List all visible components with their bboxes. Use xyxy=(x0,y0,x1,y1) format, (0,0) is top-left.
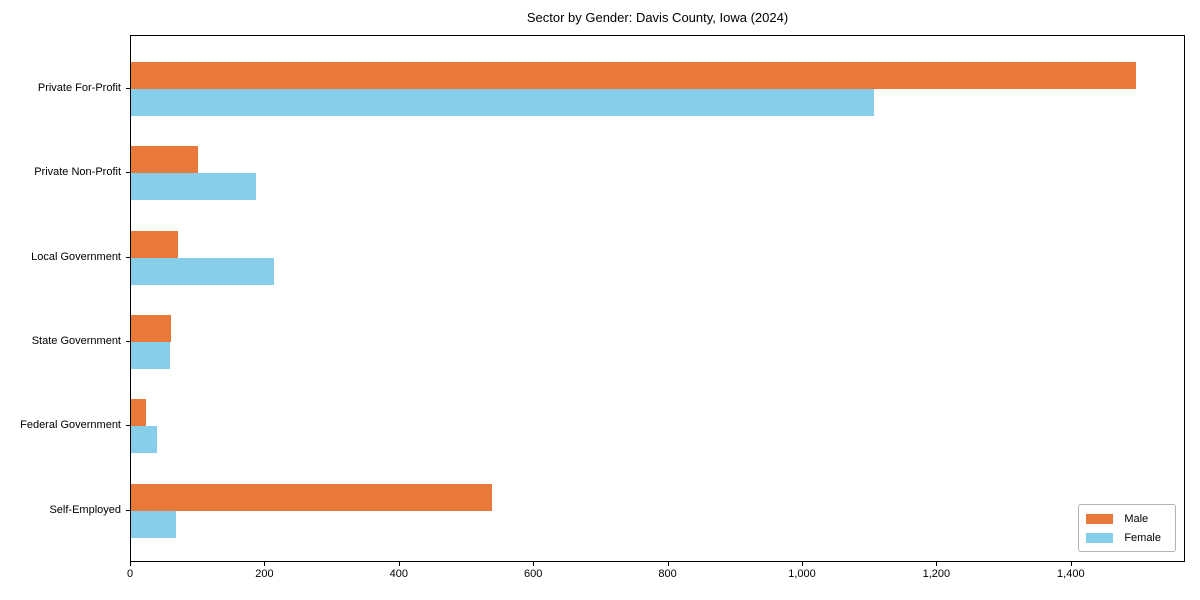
bar-female-self-employed xyxy=(131,510,176,538)
bar-female-local-government xyxy=(131,257,275,285)
bar-male-state-government xyxy=(131,314,172,342)
bar-male-self-employed xyxy=(131,483,492,511)
y-axis-label-private-non-profit: Private Non-Profit xyxy=(34,166,121,179)
x-tick-label: 600 xyxy=(524,568,543,580)
x-tick-mark xyxy=(667,562,669,566)
legend-swatch-male xyxy=(1086,513,1114,524)
y-tick-mark xyxy=(126,425,130,427)
x-tick-mark xyxy=(1070,562,1072,566)
x-tick-label: 200 xyxy=(255,568,274,580)
x-tick-label: 0 xyxy=(126,568,134,580)
legend-label-male: Male xyxy=(1124,512,1149,525)
y-axis-label-self-employed: Self-Employed xyxy=(49,503,121,516)
plot-area: Male Female xyxy=(130,35,1185,562)
y-tick-mark xyxy=(126,172,130,174)
x-tick-mark xyxy=(398,562,400,566)
bar-male-federal-government xyxy=(131,399,146,427)
y-tick-mark xyxy=(126,509,130,511)
legend: Male Female xyxy=(1078,504,1176,552)
bar-female-private-for-profit xyxy=(131,89,874,116)
x-tick-label: 1,400 xyxy=(1057,568,1085,580)
y-axis-label-private-for-profit: Private For-Profit xyxy=(37,82,121,94)
bar-female-private-non-profit xyxy=(131,173,256,201)
y-axis-label-federal-government: Federal Government xyxy=(20,419,121,432)
x-tick-mark xyxy=(130,562,131,566)
bar-male-local-government xyxy=(131,230,178,258)
y-axis-label-local-government: Local Government xyxy=(31,250,121,263)
bar-male-private-for-profit xyxy=(131,62,1136,89)
chart-title: Sector by Gender: Davis County, Iowa (20… xyxy=(526,10,789,25)
x-tick-mark xyxy=(533,562,535,566)
legend-entry-male: Male xyxy=(1086,509,1161,528)
x-tick-mark xyxy=(936,562,938,566)
y-tick-mark xyxy=(126,88,130,89)
legend-entry-female: Female xyxy=(1086,528,1161,547)
x-tick-mark xyxy=(802,562,803,566)
legend-swatch-female xyxy=(1086,532,1114,543)
x-tick-label: 1,200 xyxy=(922,568,951,580)
bar-female-state-government xyxy=(131,341,170,369)
y-tick-mark xyxy=(126,340,130,342)
y-axis-label-state-government: State Government xyxy=(31,334,121,347)
x-tick-label: 800 xyxy=(658,568,677,580)
x-tick-mark xyxy=(264,562,266,566)
x-tick-label: 1,000 xyxy=(788,568,816,580)
bar-male-private-non-profit xyxy=(131,146,199,174)
y-tick-mark xyxy=(126,256,130,258)
legend-label-female: Female xyxy=(1124,531,1161,544)
bar-female-federal-government xyxy=(131,426,158,454)
x-tick-label: 400 xyxy=(389,568,408,580)
